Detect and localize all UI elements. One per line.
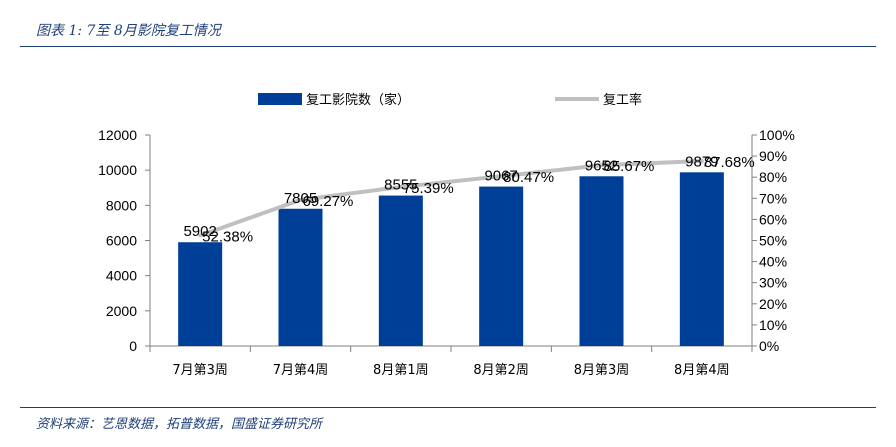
bar	[378, 195, 423, 346]
right-tick-label: 70%	[759, 190, 787, 206]
right-tick-label: 90%	[759, 148, 787, 164]
x-tick-label: 8月第3周	[574, 363, 630, 378]
chart-title: 图表 1: 7至 8月影院复工情况	[36, 23, 221, 39]
bar	[278, 208, 323, 346]
left-tick-label: 10000	[98, 162, 137, 178]
legend: 复工影院数（家） 复工率	[258, 92, 642, 108]
right-tick-label: 40%	[759, 254, 787, 270]
right-tick-label: 30%	[759, 275, 787, 291]
rate-line-path	[198, 158, 704, 238]
legend-line-label: 复工率	[603, 92, 642, 108]
bar-value-label: 9067	[484, 168, 517, 185]
bar-value-label: 5902	[183, 223, 216, 240]
rate-line	[198, 158, 704, 238]
title-divider	[20, 46, 876, 47]
rate-value-label: 80.47%	[503, 169, 554, 186]
bar	[579, 176, 624, 346]
x-tick-label: 7月第4周	[273, 363, 329, 378]
bar	[679, 172, 724, 346]
source-note: 资料来源：艺恩数据，拓普数据，国盛证券研究所	[36, 417, 323, 432]
left-tick-label: 6000	[106, 233, 137, 249]
right-tick-label: 20%	[759, 296, 787, 312]
left-tick-label: 2000	[106, 303, 137, 319]
data-labels: 5902 7805 8555 9067 9652 9879 52.38% 69.27% 75.3…	[183, 153, 754, 245]
bar	[479, 186, 524, 346]
right-tick-label: 80%	[759, 169, 787, 185]
bar-value-label: 9652	[585, 157, 618, 174]
right-tick-label: 60%	[759, 211, 787, 227]
bar-value-label: 7805	[284, 190, 317, 207]
left-tick-label: 12000	[98, 127, 137, 143]
x-tick-label: 8月第1周	[373, 363, 429, 378]
right-tick-label: 50%	[759, 233, 787, 249]
left-tick-label: 4000	[106, 268, 137, 284]
rate-value-label: 85.67%	[604, 158, 655, 175]
axes: 0 2000 4000 6000 8000 10000 12000 0% 10% 20% 30% 40…	[98, 127, 795, 378]
rate-value-label: 75.39%	[403, 180, 454, 197]
rate-value-label: 69.27%	[303, 193, 354, 210]
x-tick-label: 8月第2周	[473, 363, 529, 378]
rate-value-label: 52.38%	[202, 228, 253, 245]
bar-value-label: 8555	[384, 177, 417, 194]
left-tick-label: 0	[129, 338, 137, 354]
source-divider	[20, 407, 876, 408]
x-tick-label: 7月第3周	[172, 363, 228, 378]
right-tick-label: 100%	[759, 127, 795, 143]
legend-bar-label: 复工影院数（家）	[306, 92, 410, 108]
bars	[178, 172, 724, 346]
legend-line-swatch	[555, 97, 599, 101]
bar	[178, 242, 223, 346]
left-tick-label: 8000	[106, 197, 137, 213]
bar-value-label: 9879	[685, 153, 718, 170]
rate-value-label: 87.68%	[704, 154, 755, 171]
x-tick-label: 8月第4周	[674, 363, 730, 378]
right-tick-label: 10%	[759, 317, 787, 333]
legend-bar-swatch	[258, 93, 302, 105]
right-tick-label: 0%	[759, 338, 779, 354]
